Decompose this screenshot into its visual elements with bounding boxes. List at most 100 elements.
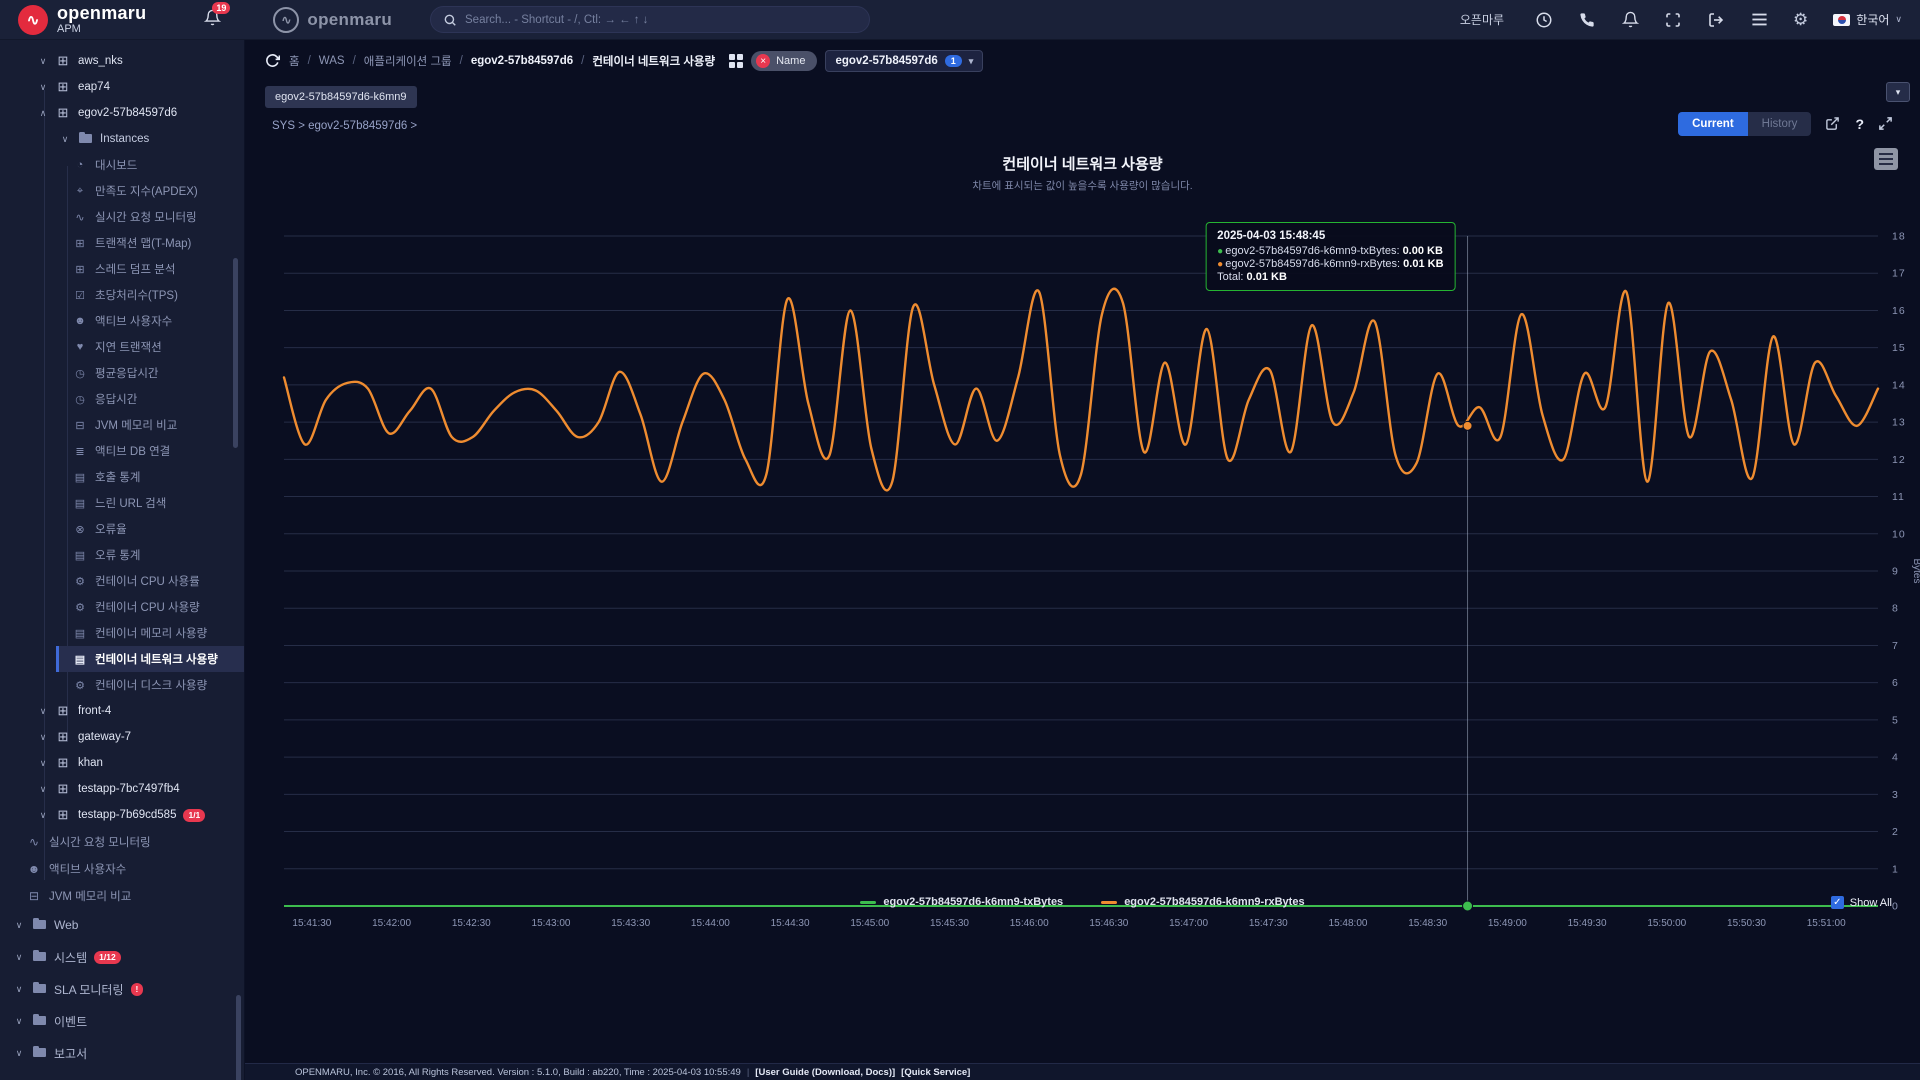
sidebar-item-jvm-메모리-비교[interactable]: ⊟JVM 메모리 비교	[56, 412, 245, 438]
sidebar-item-컨테이너-디스크-사용량[interactable]: ⚙컨테이너 디스크 사용량	[56, 672, 245, 698]
phone-icon[interactable]	[1578, 11, 1596, 29]
sidebar-item-aws_nks[interactable]: ∨⊞aws_nks	[0, 48, 245, 74]
sidebar-item-응답시간[interactable]: ◷응답시간	[56, 386, 245, 412]
sidebar-item-컨테이너-cpu-사용률[interactable]: ⚙컨테이너 CPU 사용률	[56, 568, 245, 594]
breadcrumb-item[interactable]: 홈	[289, 53, 300, 69]
global-search[interactable]	[430, 6, 870, 33]
sidebar-item-트랜잭션-맵(t-map)[interactable]: ⊞트랜잭션 맵(T-Map)	[56, 230, 245, 256]
sidebar: ∨⊞aws_nks∨⊞eap74∧⊞egov2-57b84597d6∨Insta…	[0, 40, 245, 1080]
sidebar-item-egov2-57b84597d6[interactable]: ∧⊞egov2-57b84597d6	[0, 100, 245, 126]
sidebar-item-sla-모니터링[interactable]: ∨SLA 모니터링!	[0, 973, 245, 1005]
chevron-icon[interactable]: ∨	[12, 952, 26, 963]
notifications-button[interactable]: 19	[204, 9, 221, 31]
sidebar-item-testapp-7b69cd585[interactable]: ∨⊞testapp-7b69cd5851/1	[0, 802, 245, 828]
history-button[interactable]: History	[1748, 112, 1812, 136]
remove-filter-icon[interactable]: ×	[756, 54, 770, 68]
refresh-icon[interactable]	[265, 53, 281, 69]
sidebar-item-컨테이너-네트워크-사용량[interactable]: ▤컨테이너 네트워크 사용량	[56, 646, 245, 672]
sidebar-item-액티브-사용자수[interactable]: ☻액티브 사용자수	[56, 308, 245, 334]
sidebar-item-khan[interactable]: ∨⊞khan	[0, 750, 245, 776]
sidebar-item-만족도-지수(apdex)[interactable]: ⌖만족도 지수(APDEX)	[56, 178, 245, 204]
chevron-icon[interactable]: ∧	[36, 108, 50, 119]
sidebar-item-컨테이너-메모리-사용량[interactable]: ▤컨테이너 메모리 사용량	[56, 620, 245, 646]
rx-series-line[interactable]	[284, 289, 1878, 491]
language-selector[interactable]: 한국어 ∨	[1833, 11, 1902, 28]
sidebar-item-시스템[interactable]: ∨시스템1/12	[0, 941, 245, 973]
show-all-checkbox[interactable]: ✓	[1831, 896, 1844, 909]
sidebar-item-gateway-7[interactable]: ∨⊞gateway-7	[0, 724, 245, 750]
expand-chart-icon[interactable]	[1878, 116, 1894, 132]
sidebar-item-label: 응답시간	[95, 391, 137, 407]
grid-view-icon[interactable]	[729, 54, 743, 68]
logout-icon[interactable]	[1707, 11, 1725, 29]
footer-quick-service-link[interactable]: [Quick Service]	[901, 1067, 970, 1078]
sidebar-item-액티브-사용자수[interactable]: ☻액티브 사용자수	[0, 855, 245, 882]
sidebar-item-eap74[interactable]: ∨⊞eap74	[0, 74, 245, 100]
filter-name-pill[interactable]: × Name	[751, 51, 817, 71]
legend-item[interactable]: egov2-57b84597d6-k6mn9-txBytes	[860, 896, 1063, 908]
collapse-panel-button[interactable]: ▾	[1886, 82, 1910, 102]
chart-context-menu-button[interactable]	[1874, 148, 1898, 170]
user-name[interactable]: 오픈마루	[1460, 11, 1504, 28]
chevron-icon[interactable]: ∨	[36, 732, 50, 743]
sidebar-item-testapp-7bc7497fb4[interactable]: ∨⊞testapp-7bc7497fb4	[0, 776, 245, 802]
sidebar-item-스레드-덤프-분석[interactable]: ⊞스레드 덤프 분석	[56, 256, 245, 282]
y-axis-label: 15	[1892, 342, 1906, 354]
filter-pill-label: Name	[776, 55, 805, 67]
breadcrumb-item[interactable]: egov2-57b84597d6	[471, 55, 573, 67]
history-clock-icon[interactable]	[1535, 11, 1553, 29]
breadcrumb-item[interactable]: 애플리케이션 그룹	[364, 53, 452, 69]
sidebar-item-label: 만족도 지수(APDEX)	[95, 183, 198, 199]
fullscreen-icon[interactable]	[1664, 11, 1682, 29]
chevron-icon[interactable]: ∨	[12, 1048, 26, 1059]
external-link-icon[interactable]	[1825, 116, 1841, 132]
search-input[interactable]	[465, 14, 857, 26]
instance-dropdown[interactable]: egov2-57b84597d6 1 ▾	[825, 50, 983, 72]
sidebar-item-instances[interactable]: ∨Instances	[0, 126, 245, 152]
sidebar-item-보고서[interactable]: ∨보고서	[0, 1037, 245, 1069]
chevron-icon[interactable]: ∨	[36, 758, 50, 769]
chevron-icon[interactable]: ∨	[12, 1016, 26, 1027]
network-usage-chart[interactable]: 0123456789101112131415161718Bytes15:41:3…	[245, 190, 1920, 930]
sidebar-item-web[interactable]: ∨Web	[0, 909, 245, 941]
current-button[interactable]: Current	[1678, 112, 1748, 136]
show-all-toggle[interactable]: ✓ Show All	[1831, 896, 1892, 909]
instance-chip[interactable]: egov2-57b84597d6-k6mn9	[265, 86, 417, 108]
breadcrumb-item[interactable]: 컨테이너 네트워크 사용량	[592, 53, 715, 69]
settings-gear-icon[interactable]: ⚙	[1793, 11, 1808, 28]
menu-icon[interactable]	[1750, 11, 1768, 29]
footer-user-guide-link[interactable]: [User Guide (Download, Docs)]	[755, 1067, 895, 1078]
sidebar-inner-scrollbar[interactable]	[233, 258, 238, 448]
help-icon[interactable]: ?	[1855, 116, 1864, 132]
legend-item[interactable]: egov2-57b84597d6-k6mn9-rxBytes	[1101, 896, 1304, 908]
sidebar-item-지연-트랜잭션[interactable]: ♥지연 트랜잭션	[56, 334, 245, 360]
breadcrumb-item[interactable]: WAS	[319, 55, 345, 67]
chevron-icon[interactable]: ∨	[12, 920, 26, 931]
sidebar-item-호출-통계[interactable]: ▤호출 통계	[56, 464, 245, 490]
sidebar-item-오류율[interactable]: ⊗오류율	[56, 516, 245, 542]
sidebar-item-대시보드[interactable]: ◔대시보드	[56, 152, 245, 178]
chevron-icon[interactable]: ∨	[58, 134, 72, 145]
sidebar-item-이벤트[interactable]: ∨이벤트	[0, 1005, 245, 1037]
sys-path[interactable]: SYS > egov2-57b84597d6 >	[272, 120, 417, 132]
chevron-icon[interactable]: ∨	[36, 56, 50, 67]
sidebar-item-느린-url-검색[interactable]: ▤느린 URL 검색	[56, 490, 245, 516]
chevron-icon[interactable]: ∨	[36, 784, 50, 795]
sidebar-item-front-4[interactable]: ∨⊞front-4	[0, 698, 245, 724]
chevron-icon[interactable]: ∨	[36, 706, 50, 717]
chevron-icon[interactable]: ∨	[36, 82, 50, 93]
sidebar-item-평균응답시간[interactable]: ◷평균응답시간	[56, 360, 245, 386]
sidebar-item-컨테이너-cpu-사용량[interactable]: ⚙컨테이너 CPU 사용량	[56, 594, 245, 620]
sidebar-scrollbar[interactable]	[236, 995, 241, 1080]
alarm-bell-icon[interactable]	[1621, 11, 1639, 29]
sidebar-item-실시간-요청-모니터링[interactable]: ∿실시간 요청 모니터링	[0, 828, 245, 855]
sidebar-item-액티브-db-연결[interactable]: ≣액티브 DB 연결	[56, 438, 245, 464]
chevron-icon[interactable]: ∨	[36, 810, 50, 821]
x-axis-label: 15:46:00	[1010, 918, 1049, 929]
sidebar-item-실시간-요청-모니터링[interactable]: ∿실시간 요청 모니터링	[56, 204, 245, 230]
sidebar-item-초당처리수(tps)[interactable]: ☑초당처리수(TPS)	[56, 282, 245, 308]
brand-logo[interactable]: ∿ openmaru APM	[18, 4, 146, 35]
sidebar-item-오류-통계[interactable]: ▤오류 통계	[56, 542, 245, 568]
chevron-icon[interactable]: ∨	[12, 984, 26, 995]
sidebar-item-jvm-메모리-비교[interactable]: ⊟JVM 메모리 비교	[0, 882, 245, 909]
